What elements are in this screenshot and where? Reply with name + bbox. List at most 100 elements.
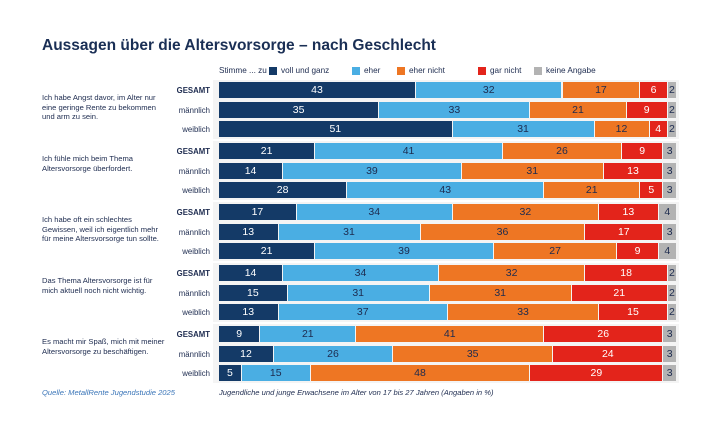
legend-label: voll und ganz xyxy=(281,66,330,75)
bar-segment: 31 xyxy=(429,284,571,301)
data-label: 33 xyxy=(448,103,461,116)
bar-segment: 12 xyxy=(594,121,649,137)
data-label: 3 xyxy=(666,164,673,177)
bar-segment: 2 xyxy=(667,304,676,320)
bar-segment: 2 xyxy=(667,284,676,301)
bar-segment: 21 xyxy=(571,284,667,301)
bar-segment: 5 xyxy=(640,182,663,198)
stacked-bar: 35 33 21 9 2 xyxy=(219,101,677,118)
data-label: 13 xyxy=(627,164,639,177)
row-label: weiblich xyxy=(182,247,210,256)
bar-segment: 29 xyxy=(530,365,663,381)
data-label: 17 xyxy=(617,225,630,238)
data-label: 3 xyxy=(666,367,673,379)
bar-segment: 12 xyxy=(219,345,273,362)
statement-label: Ich habe oft ein schlechtes Gewissen, we… xyxy=(42,215,159,243)
bar-segment: 48 xyxy=(310,365,530,381)
row-label: GESAMT xyxy=(176,269,210,278)
data-label: 39 xyxy=(366,164,378,177)
bar-segment: 35 xyxy=(393,345,553,362)
data-label: 36 xyxy=(496,225,509,238)
bar-segment: 17 xyxy=(562,82,640,98)
bar-segment: 39 xyxy=(315,243,493,259)
bar-segment: 41 xyxy=(356,326,544,342)
data-label: 26 xyxy=(556,145,568,157)
stacked-bar: 5 15 48 29 3 xyxy=(219,365,677,381)
bar-segment: 3 xyxy=(663,143,676,159)
footnote: Jugendliche und junge Erwachsene im Alte… xyxy=(219,388,494,397)
source-note: Quelle: MetallRente Jugendstudie 2025 xyxy=(42,388,175,397)
row-label: GESAMT xyxy=(176,86,210,95)
row-label: männlich xyxy=(178,166,210,176)
bar-segment: 13 xyxy=(219,304,278,320)
bar-segment: 31 xyxy=(452,121,594,137)
data-label: 39 xyxy=(398,245,410,257)
row-label: weiblich xyxy=(182,369,210,378)
legend-label: gar nicht xyxy=(490,66,522,75)
stacked-bar: 14 34 32 18 2 xyxy=(219,265,677,281)
legend-swatch xyxy=(269,67,277,75)
data-label: 34 xyxy=(368,206,381,218)
data-label: 14 xyxy=(244,267,257,279)
bar-segment: 31 xyxy=(461,162,603,179)
bar-segment: 3 xyxy=(663,223,676,240)
bar-segment: 36 xyxy=(420,223,585,240)
data-label: 5 xyxy=(227,367,233,379)
data-label: 32 xyxy=(505,267,518,279)
data-label: 33 xyxy=(517,306,529,318)
bar-segment: 21 xyxy=(544,182,640,198)
data-label: 3 xyxy=(666,145,673,157)
data-label: 14 xyxy=(244,164,257,177)
bar-segment: 2 xyxy=(667,82,676,98)
statement-label: Das Thema Altersvorsorge ist für mich ak… xyxy=(42,276,153,295)
data-label: 17 xyxy=(251,206,264,218)
stacked-bar: 17 34 32 13 4 xyxy=(219,204,677,220)
bar-segment: 9 xyxy=(219,326,260,342)
chart-title: Aussagen über die Altersvorsorge – nach … xyxy=(42,37,436,54)
bar-segment: 35 xyxy=(219,101,379,118)
bar-segment: 43 xyxy=(219,82,415,98)
data-label: 41 xyxy=(443,328,456,340)
legend-swatch xyxy=(478,67,486,75)
bar-segment: 21 xyxy=(530,101,626,118)
legend-swatch xyxy=(534,67,542,75)
data-label: 9 xyxy=(634,245,641,257)
bar-segment: 9 xyxy=(622,143,663,159)
bar-segment: 27 xyxy=(493,243,617,259)
legend-label: keine Angabe xyxy=(546,66,596,75)
bar-segment: 24 xyxy=(553,345,663,362)
data-label: 9 xyxy=(639,145,646,157)
bar-segment: 32 xyxy=(452,204,599,220)
stacked-bar: 9 21 41 26 3 xyxy=(219,326,677,342)
bar-segment: 26 xyxy=(273,345,393,362)
data-label: 3 xyxy=(666,225,673,238)
row-label: weiblich xyxy=(182,125,210,134)
bar-segment: 4 xyxy=(658,243,676,259)
data-label: 26 xyxy=(597,328,610,340)
data-label: 37 xyxy=(356,306,369,318)
stacked-bar: 14 39 31 13 3 xyxy=(219,162,677,179)
legend-swatch xyxy=(352,67,360,75)
bar-segment: 13 xyxy=(603,162,663,179)
statement-label: Ich fühle mich beim Thema Altersvorsorge… xyxy=(42,154,134,173)
stacked-bar: 43 32 17 6 2 xyxy=(219,82,677,98)
data-label: 31 xyxy=(517,123,529,135)
data-label: 12 xyxy=(240,347,252,360)
bar-segment: 21 xyxy=(219,143,315,159)
data-label: 2 xyxy=(668,123,675,135)
bar-segment: 17 xyxy=(219,204,296,220)
bar-segment: 15 xyxy=(599,304,667,320)
data-label: 2 xyxy=(668,103,675,116)
bar-segment: 14 xyxy=(219,162,283,179)
stacked-bar: 12 26 35 24 3 xyxy=(219,345,677,362)
data-label: 21 xyxy=(301,328,314,340)
data-label: 15 xyxy=(269,367,282,379)
data-label: 31 xyxy=(526,164,539,177)
data-label: 43 xyxy=(311,84,323,96)
stacked-bar: 51 31 12 4 2 xyxy=(219,121,677,137)
bar-segment: 3 xyxy=(663,182,676,198)
data-label: 13 xyxy=(622,206,635,218)
bar-segment: 4 xyxy=(649,121,667,137)
data-label: 21 xyxy=(613,286,626,299)
bar-segment: 2 xyxy=(667,265,676,281)
